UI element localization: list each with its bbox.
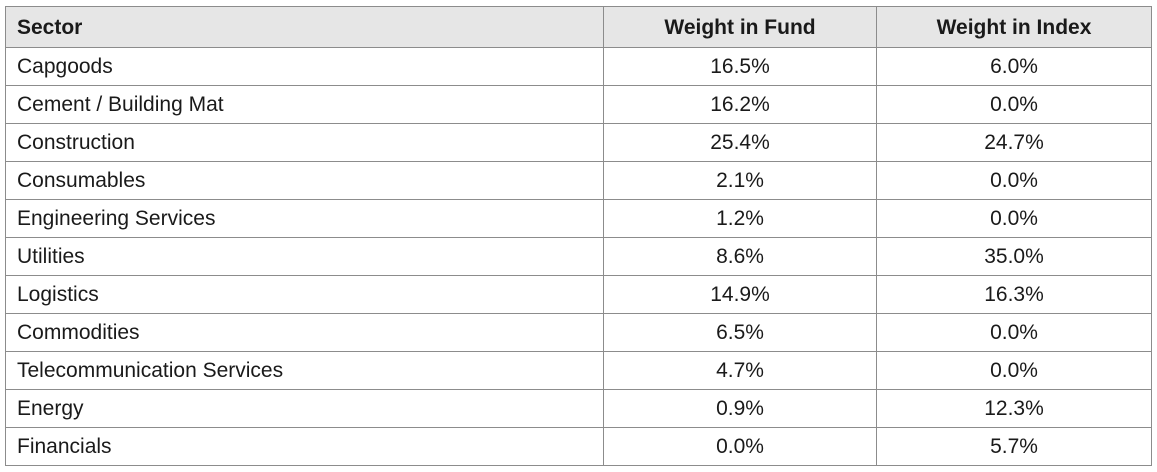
table-row: Energy 0.9% 12.3% [5, 389, 1152, 428]
table-row: Engineering Services 1.2% 0.0% [5, 199, 1152, 238]
table-row: Commodities 6.5% 0.0% [5, 313, 1152, 352]
weight-in-fund-cell: 6.5% [603, 313, 877, 352]
weight-in-index-cell: 0.0% [876, 313, 1152, 352]
table-row: Cement / Building Mat 16.2% 0.0% [5, 85, 1152, 124]
header-row: Sector Weight in Fund Weight in Index [5, 6, 1152, 48]
weight-in-fund-cell: 16.2% [603, 85, 877, 124]
weight-in-fund-cell: 1.2% [603, 199, 877, 238]
weight-in-index-cell: 16.3% [876, 275, 1152, 314]
sector-cell: Financials [5, 427, 604, 466]
table-row: Consumables 2.1% 0.0% [5, 161, 1152, 200]
weight-in-index-cell: 0.0% [876, 351, 1152, 390]
weight-in-fund-cell: 2.1% [603, 161, 877, 200]
weight-in-fund-cell: 25.4% [603, 123, 877, 162]
header-weight-in-index: Weight in Index [876, 6, 1152, 48]
sector-cell: Capgoods [5, 47, 604, 86]
weight-in-index-cell: 12.3% [876, 389, 1152, 428]
weight-in-index-cell: 0.0% [876, 199, 1152, 238]
weight-in-index-cell: 0.0% [876, 161, 1152, 200]
sector-cell: Energy [5, 389, 604, 428]
sector-weights-table: Sector Weight in Fund Weight in Index Ca… [5, 6, 1152, 466]
weight-in-index-cell: 5.7% [876, 427, 1152, 466]
sector-cell: Construction [5, 123, 604, 162]
weight-in-index-cell: 35.0% [876, 237, 1152, 276]
weight-in-fund-cell: 0.9% [603, 389, 877, 428]
sector-weights-table-container: Sector Weight in Fund Weight in Index Ca… [5, 6, 1152, 466]
header-sector: Sector [5, 6, 604, 48]
sector-cell: Commodities [5, 313, 604, 352]
weight-in-index-cell: 6.0% [876, 47, 1152, 86]
weight-in-fund-cell: 4.7% [603, 351, 877, 390]
table-header: Sector Weight in Fund Weight in Index [5, 6, 1152, 48]
weight-in-fund-cell: 14.9% [603, 275, 877, 314]
table-row: Utilities 8.6% 35.0% [5, 237, 1152, 276]
weight-in-fund-cell: 8.6% [603, 237, 877, 276]
sector-cell: Engineering Services [5, 199, 604, 238]
weight-in-fund-cell: 16.5% [603, 47, 877, 86]
table-body: Capgoods 16.5% 6.0% Cement / Building Mat 16… [5, 47, 1152, 466]
sector-cell: Cement / Building Mat [5, 85, 604, 124]
sector-cell: Logistics [5, 275, 604, 314]
table-row: Capgoods 16.5% 6.0% [5, 47, 1152, 86]
sector-cell: Consumables [5, 161, 604, 200]
sector-cell: Telecommunication Services [5, 351, 604, 390]
weight-in-fund-cell: 0.0% [603, 427, 877, 466]
table-row: Construction 25.4% 24.7% [5, 123, 1152, 162]
table-row: Logistics 14.9% 16.3% [5, 275, 1152, 314]
header-weight-in-fund: Weight in Fund [603, 6, 877, 48]
table-row: Financials 0.0% 5.7% [5, 427, 1152, 466]
table-row: Telecommunication Services 4.7% 0.0% [5, 351, 1152, 390]
weight-in-index-cell: 24.7% [876, 123, 1152, 162]
weight-in-index-cell: 0.0% [876, 85, 1152, 124]
sector-cell: Utilities [5, 237, 604, 276]
